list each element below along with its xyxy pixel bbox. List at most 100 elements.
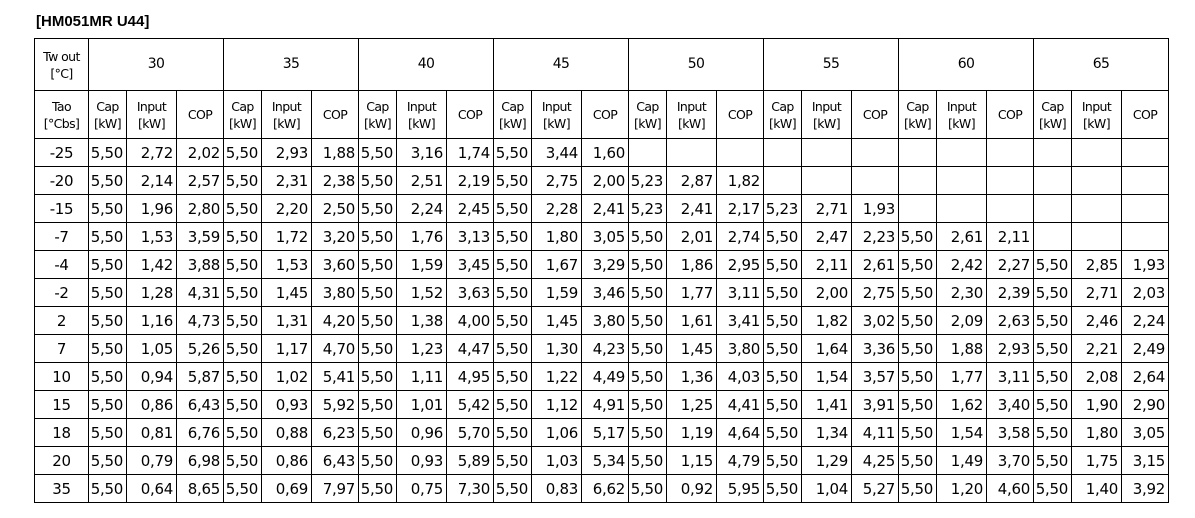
value-cell: 4,91 [581,390,629,419]
value-cell: 1,03 [531,446,582,475]
value-cell: 4,23 [581,334,629,363]
value-cell: 0,64 [126,474,177,503]
value-cell: 5,41 [311,362,359,391]
value-cell: 1,54 [801,362,852,391]
value-cell: 5,50 [358,138,397,167]
value-cell: 5,50 [493,334,532,363]
value-cell: 5,50 [88,334,127,363]
value-cell: 5,50 [223,194,262,223]
value-cell: 5,50 [223,390,262,419]
value-cell: 0,86 [261,446,312,475]
value-cell: 5,50 [358,278,397,307]
empty-cell [936,138,987,167]
value-cell: 3,16 [396,138,447,167]
value-cell: 2,71 [1071,278,1122,307]
empty-cell [1071,166,1122,195]
value-cell: 3,02 [851,306,899,335]
value-cell: 1,17 [261,334,312,363]
tao-cell: 10 [34,362,89,391]
temperature-header: 55 [763,38,899,91]
value-cell: 1,90 [1071,390,1122,419]
value-cell: 1,22 [531,362,582,391]
value-cell: 5,50 [493,418,532,447]
value-cell: 5,50 [1033,390,1072,419]
column-header: COP [716,90,764,139]
value-cell: 2,24 [396,194,447,223]
value-cell: 3,92 [1121,474,1169,503]
value-cell: 2,21 [1071,334,1122,363]
value-cell: 5,50 [88,222,127,251]
value-cell: 3,80 [311,278,359,307]
value-cell: 7,97 [311,474,359,503]
column-header: COP [1121,90,1169,139]
value-cell: 7,30 [446,474,494,503]
value-cell: 2,93 [986,334,1034,363]
empty-cell [1071,138,1122,167]
value-cell: 4,25 [851,446,899,475]
value-cell: 3,80 [716,334,764,363]
value-cell: 1,59 [531,278,582,307]
data-row: -15 5,50 1,96 2,80 5,50 2,20 2,50 5,50 2,24 2,45 5… [34,194,1169,223]
value-cell: 5,50 [223,446,262,475]
empty-cell [1121,222,1169,251]
value-cell: 5,50 [628,250,667,279]
value-cell: 5,50 [358,222,397,251]
data-row: -25 5,50 2,72 2,02 5,50 2,93 1,88 5,50 3,16 1,74 5… [34,138,1169,167]
empty-cell [1071,194,1122,223]
value-cell: 1,04 [801,474,852,503]
value-cell: 1,52 [396,278,447,307]
value-cell: 3,05 [581,222,629,251]
value-cell: 1,01 [396,390,447,419]
temperature-header: 45 [493,38,629,91]
column-header: Input [kW] [261,90,312,139]
data-row: 15 5,50 0,86 6,43 5,50 0,93 5,92 5,50 1,01 5,42 5,… [34,390,1169,419]
value-cell: 3,70 [986,446,1034,475]
value-cell: 5,50 [223,278,262,307]
value-cell: 5,50 [493,250,532,279]
column-header: Cap [kW] [223,90,262,139]
data-row: 35 5,50 0,64 8,65 5,50 0,69 7,97 5,50 0,75 7,30 5,… [34,474,1169,503]
temperature-header: 65 [1033,38,1169,91]
tao-cell: 15 [34,390,89,419]
value-cell: 1,64 [801,334,852,363]
column-header: COP [581,90,629,139]
value-cell: 5,50 [223,334,262,363]
value-cell: 0,79 [126,446,177,475]
value-cell: 5,95 [716,474,764,503]
value-cell: 2,74 [716,222,764,251]
empty-cell [801,138,852,167]
value-cell: 5,50 [628,306,667,335]
value-cell: 3,11 [986,362,1034,391]
value-cell: 5,50 [358,166,397,195]
value-cell: 2,31 [261,166,312,195]
temperature-header: 30 [88,38,224,91]
value-cell: 2,08 [1071,362,1122,391]
value-cell: 2,39 [986,278,1034,307]
value-cell: 1,15 [666,446,717,475]
value-cell: 4,60 [986,474,1034,503]
value-cell: 1,82 [716,166,764,195]
value-cell: 5,50 [628,446,667,475]
tao-cell: -20 [34,166,89,195]
value-cell: 5,50 [898,418,937,447]
value-cell: 5,50 [898,222,937,251]
value-cell: 5,50 [898,250,937,279]
value-cell: 4,64 [716,418,764,447]
value-cell: 5,50 [493,138,532,167]
value-cell: 1,77 [936,362,987,391]
value-cell: 1,88 [311,138,359,167]
column-header: Cap [kW] [898,90,937,139]
value-cell: 6,43 [311,446,359,475]
column-header: COP [311,90,359,139]
value-cell: 2,02 [176,138,224,167]
value-cell: 5,50 [358,362,397,391]
value-cell: 5,34 [581,446,629,475]
data-row: 7 5,50 1,05 5,26 5,50 1,17 4,70 5,50 1,23 4,47 5,5… [34,334,1169,363]
value-cell: 5,50 [88,138,127,167]
value-cell: 5,89 [446,446,494,475]
value-cell: 1,45 [261,278,312,307]
empty-cell [666,138,717,167]
value-cell: 5,50 [763,278,802,307]
value-cell: 1,42 [126,250,177,279]
